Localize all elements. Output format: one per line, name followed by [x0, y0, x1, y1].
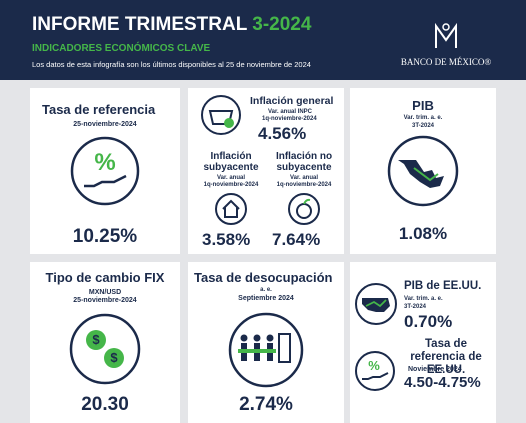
sub-value: 7.64%	[272, 230, 321, 249]
logo-mark	[435, 22, 457, 48]
sub-title: Inflación subyacente	[203, 151, 259, 173]
card-title: Tasa de referencia	[42, 102, 156, 117]
icon-map	[387, 135, 459, 207]
card-value: 2.74%	[239, 394, 293, 415]
card-date: 25-noviembre-2024	[73, 121, 137, 128]
card-value: 0.70%	[404, 312, 453, 331]
card-date: Septiembre 2024	[238, 295, 294, 302]
card-title: Inflación general	[250, 95, 334, 107]
svg-text:%: %	[94, 149, 115, 176]
svg-text:%: %	[368, 358, 380, 373]
icon-house	[215, 193, 247, 225]
sub-value: 3.58%	[202, 230, 251, 249]
icon-apple	[288, 193, 320, 225]
card-date: 1q-noviembre-2024	[262, 116, 317, 122]
sub-date: 1q-noviembre-2024	[203, 182, 259, 188]
sub-measure: Var. anual	[216, 175, 246, 181]
icon-exchange: $$	[69, 313, 141, 385]
sub-date: 1q-noviembre-2024	[276, 182, 332, 188]
sub-measure: Var. anual	[289, 175, 319, 181]
card-value: 4.56%	[258, 124, 307, 143]
card-measure: Var. trim. a. e.	[403, 115, 443, 121]
card-value: 20.30	[81, 394, 129, 415]
card-title: Tipo de cambio FIX	[45, 270, 165, 285]
card-date: 3T-2024	[404, 304, 427, 310]
card-value: 10.25%	[72, 226, 138, 247]
logo-text: BANCO DE MÉXICO®	[400, 57, 492, 67]
card-title: PIB de EE.UU.	[404, 280, 482, 292]
card-inflation: Inflación general Var. anual INPC 1q-nov…	[188, 88, 344, 254]
card-date: 3T-2024	[411, 123, 435, 129]
card-measure: Var. trim. a. e.	[404, 296, 443, 302]
sub-title: Inflación no subyacente	[275, 151, 333, 173]
card-value: 1.08%	[398, 224, 448, 243]
card-value: 4.50-4.75%	[404, 374, 481, 391]
card-unemployment: Tasa de desocupación a. e. Septiembre 20…	[188, 262, 344, 423]
card-gdp: PIB Var. trim. a. e. 3T-2024 1.08%	[350, 88, 496, 254]
card-policy-rate: Tasa de referencia 25-noviembre-2024 % 1…	[30, 88, 180, 254]
card-title: Tasa de referencia de EE.UU.	[410, 338, 482, 376]
header: INFORME TRIMESTRAL 3-2024 INDICADORES EC…	[0, 0, 526, 80]
icon-rate: %	[70, 136, 140, 206]
card-date: 25-noviembre-2024	[73, 297, 137, 304]
title: INFORME TRIMESTRAL 3-2024	[32, 14, 311, 36]
card-measure: MXN/USD	[88, 289, 122, 296]
logo: BANCO DE MÉXICO®	[398, 22, 494, 67]
note: Los datos de esta infografía son los últ…	[32, 60, 311, 69]
icon-queue	[228, 312, 304, 388]
icon-us-rate: %	[355, 351, 395, 391]
card-exchange: Tipo de cambio FIX MXN/USD 25-noviembre-…	[30, 262, 180, 423]
card-measure: Var. anual INPC	[268, 109, 313, 115]
card-title: Tasa de desocupación	[194, 270, 333, 285]
icon-us-map	[355, 283, 397, 325]
title-text: INFORME TRIMESTRAL	[32, 14, 247, 35]
svg-text:$: $	[92, 332, 100, 347]
svg-text:$: $	[110, 350, 118, 365]
card-us: PIB de EE.UU. Var. trim. a. e. 3T-2024 0…	[350, 262, 496, 423]
subtitle: INDICADORES ECONÓMICOS CLAVE	[32, 43, 211, 54]
icon-basket	[201, 95, 241, 135]
card-title: PIB	[412, 98, 434, 113]
card-measure: a. e.	[260, 287, 272, 293]
card-date: Noviembre 2024	[408, 366, 462, 373]
title-period: 3-2024	[252, 14, 312, 35]
